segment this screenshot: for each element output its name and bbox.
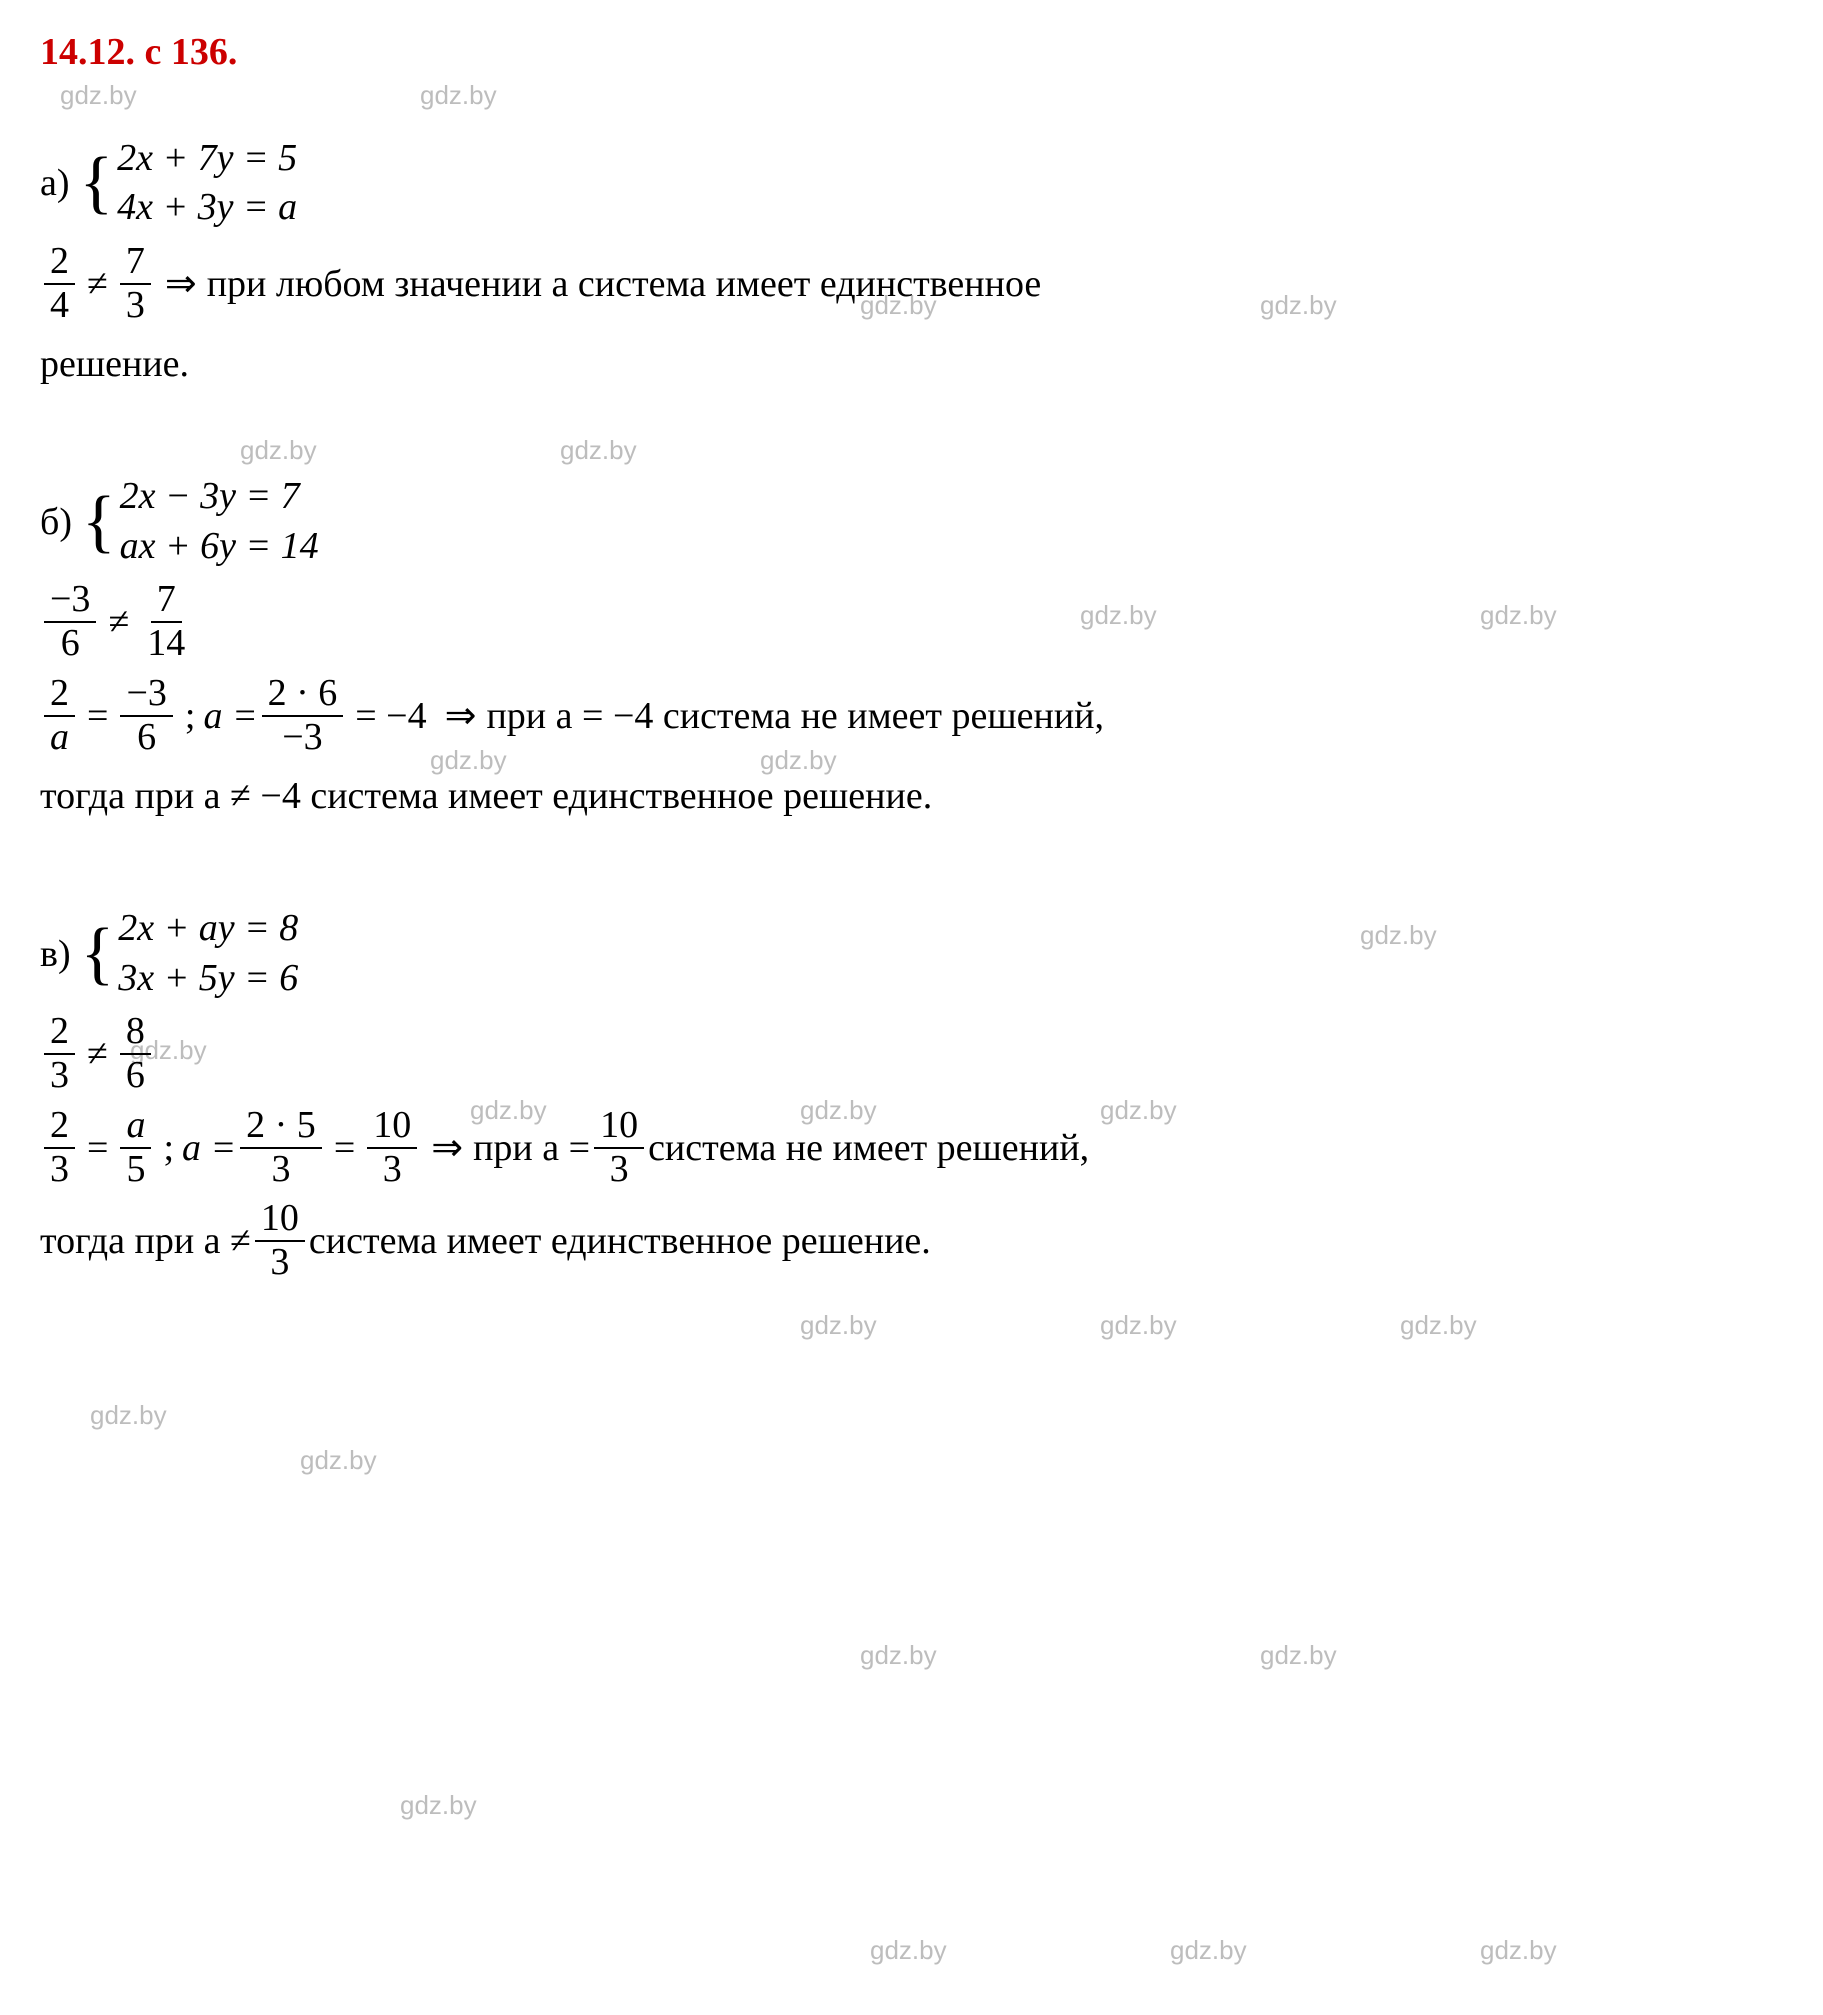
system-b: { 2x − 3y = 7 ax + 6y = 14 [82,472,319,571]
watermark: gdz.by [1100,1310,1177,1341]
eq2-c: = [334,1126,355,1170]
watermark: gdz.by [1400,1310,1477,1341]
frac-a2: 7 3 [120,241,151,327]
part-a-label: а) [40,161,70,205]
a-eq-c: a = [182,1126,236,1170]
semi-c: ; [163,1126,174,1170]
arrow-c: ⇒ [431,1125,463,1170]
system-c: { 2x + ay = 8 3x + 5y = 6 [81,904,299,1003]
arrow-a: ⇒ [165,261,197,306]
system-a: { 2x + 7y = 5 4x + 3y = a [80,134,298,233]
part-a: а) { 2x + 7y = 5 4x + 3y = a 2 4 ≠ 7 3 ⇒… [40,134,1783,394]
neq-b: ≠ [108,600,129,644]
watermark: gdz.by [420,80,497,111]
watermark: gdz.by [1170,1935,1247,1966]
watermark: gdz.by [860,1640,937,1671]
frac-b-e: 2 · 6 −3 [262,673,344,759]
watermark: gdz.by [870,1935,947,1966]
text-a2: решение. [40,342,189,386]
frac-b-c: 2 a [44,673,75,759]
eq-b-sym: = [87,694,108,738]
frac-c-g: 10 3 [594,1105,644,1191]
a-eq-b: a = [203,694,257,738]
text-c2a: тогда при a ≠ [40,1219,251,1263]
watermark: gdz.by [90,1400,167,1431]
frac-c-b: 8 6 [120,1011,151,1097]
frac-c-h: 10 3 [255,1198,305,1284]
brace-icon: { [81,926,115,982]
eq-a2: 4x + 3y = a [117,183,297,232]
text-c1a: при a = [473,1126,590,1170]
text-c2b: система имеет единственное решение. [309,1219,931,1263]
neq-a: ≠ [87,262,108,306]
watermark: gdz.by [1480,1935,1557,1966]
frac-b-a: −3 6 [44,579,96,665]
frac-c-f: 10 3 [367,1105,417,1191]
frac-b-d: −3 6 [120,673,172,759]
brace-icon: { [82,494,116,550]
part-c-label: в) [40,932,71,976]
watermark: gdz.by [1260,1640,1337,1671]
text-c1b: система не имеет решений, [648,1126,1089,1170]
brace-icon: { [80,155,114,211]
watermark: gdz.by [300,1445,377,1476]
text-b1: при a = −4 система не имеет решений, [486,694,1104,738]
eq-b1: 2x − 3y = 7 [120,472,319,521]
watermark: gdz.by [400,1790,477,1821]
watermark: gdz.by [60,80,137,111]
part-b-label: б) [40,500,72,544]
semi-b: ; [185,694,196,738]
text-a1: при любом значении a система имеет единс… [207,262,1042,306]
minus4-b: = −4 [355,694,426,738]
frac-c-e: 2 · 5 3 [240,1105,322,1191]
eq-c-sym: = [87,1126,108,1170]
eq-c2: 3x + 5y = 6 [118,954,298,1003]
page-title: 14.12. с 136. [40,30,1783,74]
part-c: в) { 2x + ay = 8 3x + 5y = 6 2 3 ≠ 8 6 2… [40,904,1783,1284]
frac-c-d: a 5 [120,1105,151,1191]
watermark: gdz.by [800,1310,877,1341]
eq-c1: 2x + ay = 8 [118,904,298,953]
frac-b-b: 7 14 [141,579,191,665]
eq-a1: 2x + 7y = 5 [117,134,297,183]
frac-c-c: 2 3 [44,1105,75,1191]
text-b2: тогда при a ≠ −4 система имеет единствен… [40,774,932,818]
arrow-b: ⇒ [445,693,477,738]
neq-c: ≠ [87,1032,108,1076]
part-b: б) { 2x − 3y = 7 ax + 6y = 14 −3 6 ≠ 7 1… [40,472,1783,826]
frac-a1: 2 4 [44,241,75,327]
eq-b2: ax + 6y = 14 [120,522,319,571]
frac-c-a: 2 3 [44,1011,75,1097]
